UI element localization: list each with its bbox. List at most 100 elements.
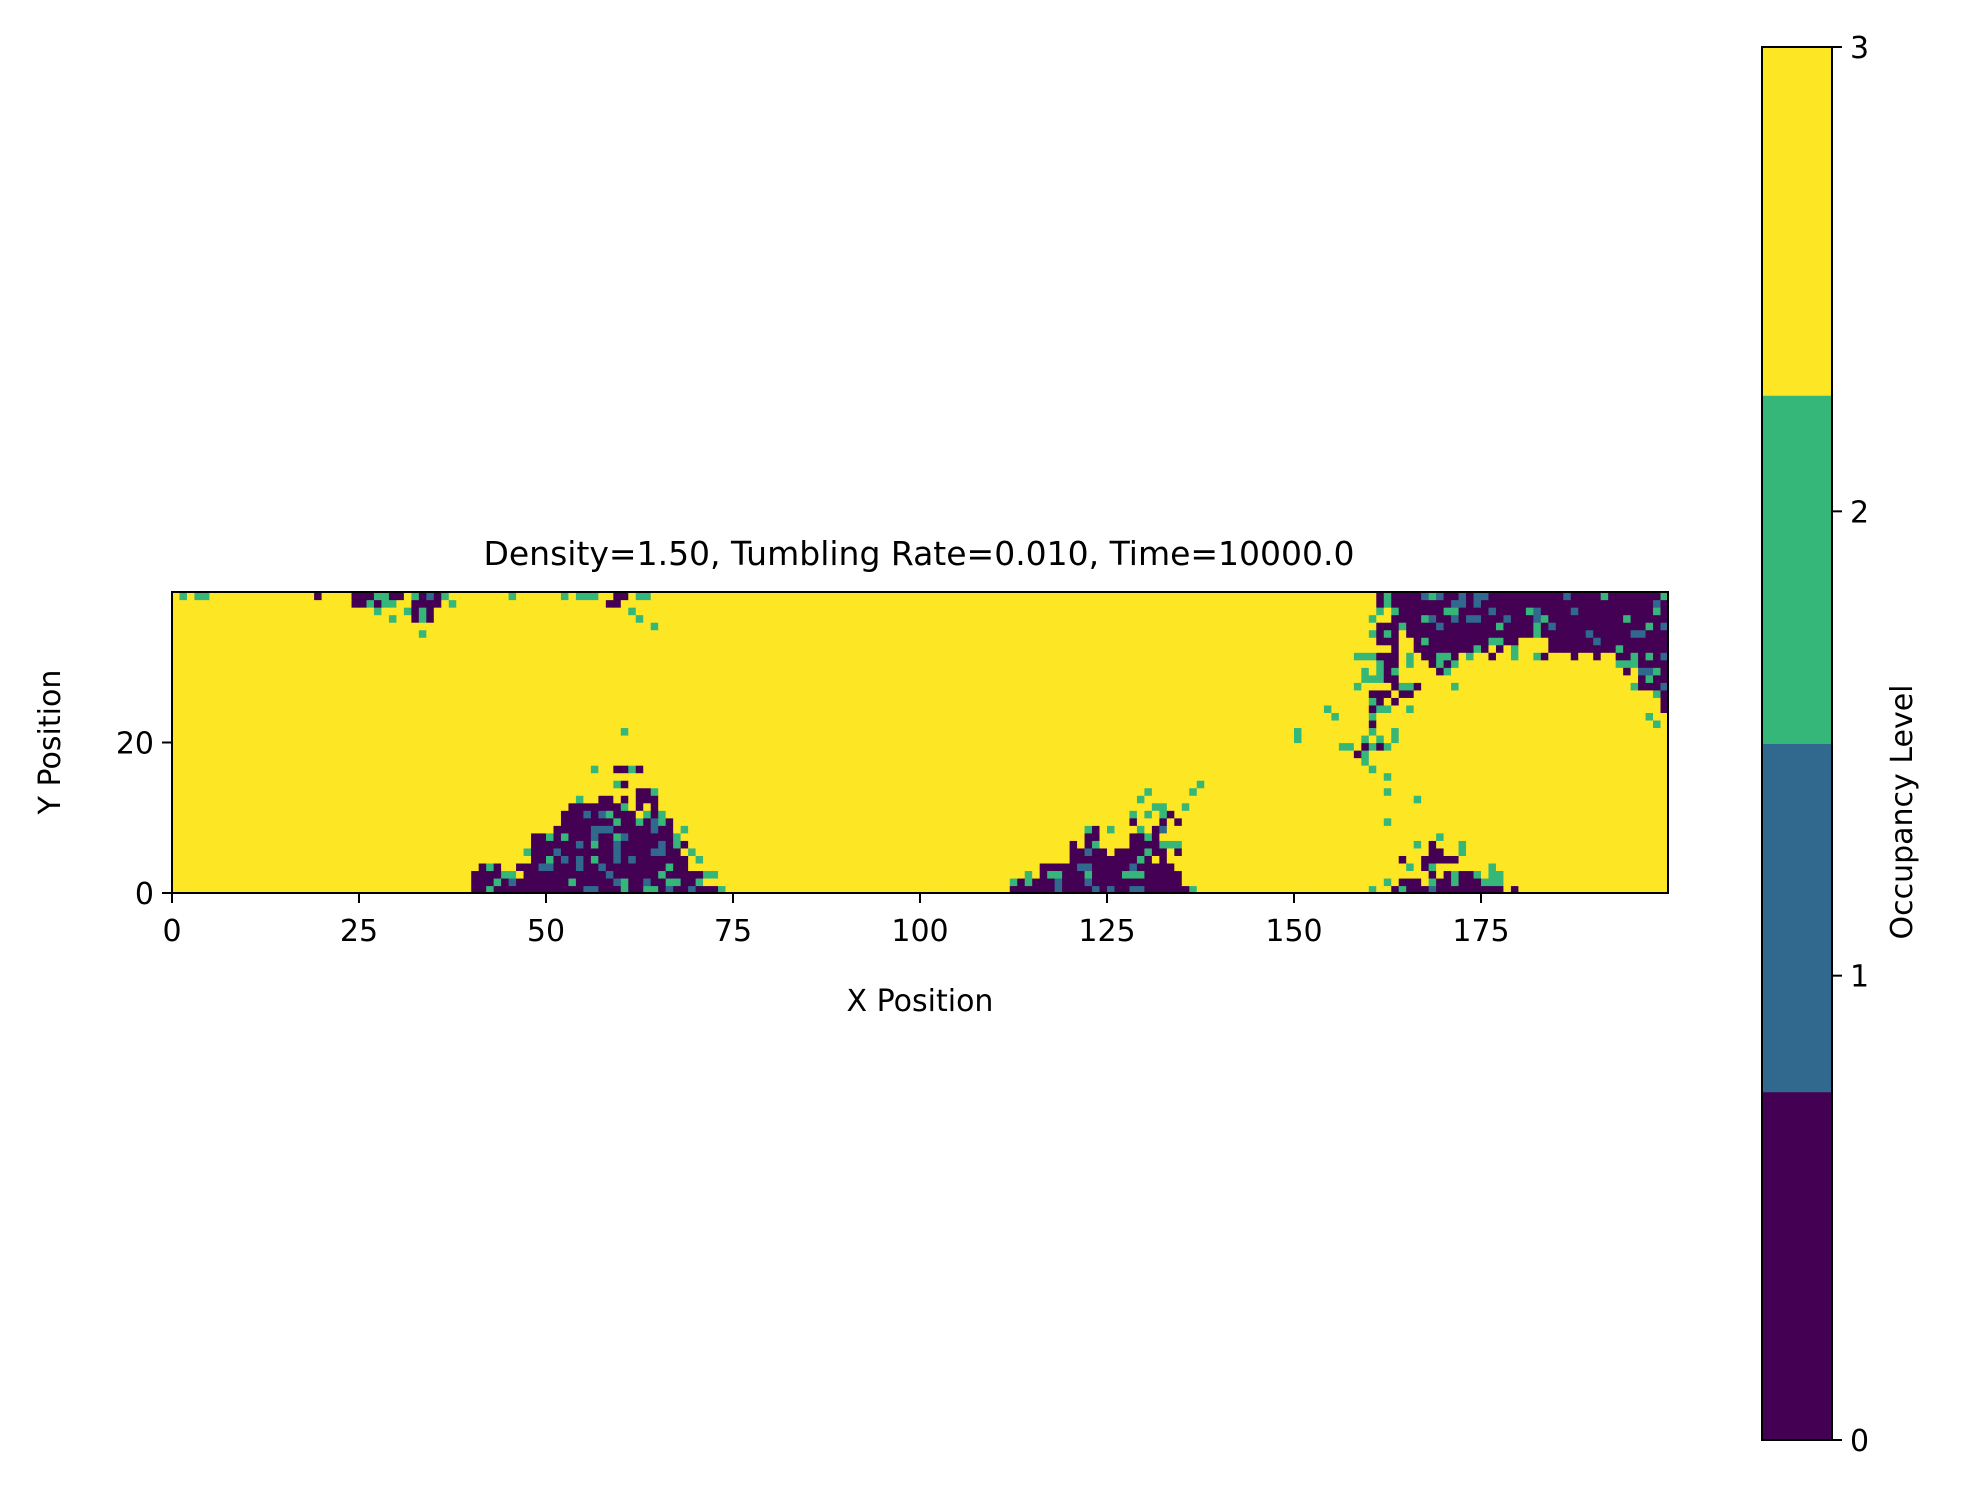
heatmap-cell (493, 870, 502, 879)
heatmap-cell (590, 817, 599, 826)
heatmap-cell (598, 734, 607, 744)
heatmap-cell (1383, 802, 1392, 811)
heatmap-cell (351, 870, 360, 879)
heatmap-cell (1593, 742, 1602, 751)
heatmap-cell (1570, 810, 1579, 819)
heatmap-cell (194, 832, 203, 841)
heatmap-cell (224, 810, 233, 819)
heatmap-cell (501, 727, 510, 736)
heatmap-cell (1069, 870, 1078, 879)
heatmap-cell (1323, 712, 1332, 721)
heatmap-cell (224, 757, 233, 766)
heatmap-cell (725, 817, 734, 826)
heatmap-cell (987, 780, 996, 789)
heatmap-cell (1421, 840, 1430, 849)
heatmap-cell (972, 750, 981, 759)
heatmap-cell (740, 847, 749, 856)
heatmap-cell (718, 840, 727, 849)
heatmap-cell (501, 810, 510, 819)
heatmap-cell (807, 877, 816, 887)
heatmap-cell (845, 855, 854, 864)
heatmap-cell (1077, 742, 1086, 751)
heatmap-cell (987, 802, 996, 811)
heatmap-cell (1189, 862, 1198, 872)
heatmap-cell (433, 840, 442, 849)
heatmap-cell (1219, 780, 1228, 789)
heatmap-cell (1017, 757, 1026, 766)
heatmap-cell (1166, 772, 1175, 781)
heatmap-cell (1159, 877, 1168, 887)
heatmap-cell (493, 704, 502, 714)
heatmap-cell (1376, 787, 1385, 796)
heatmap-cell (1428, 847, 1437, 856)
heatmap-cell (785, 795, 794, 804)
heatmap-cell (934, 750, 944, 759)
heatmap-cell (1361, 795, 1370, 804)
heatmap-cell (665, 802, 674, 811)
heatmap-cell (478, 712, 487, 721)
heatmap-cell (747, 787, 757, 796)
heatmap-cell (403, 840, 412, 849)
heatmap-cell (1548, 825, 1557, 834)
heatmap-cell (1368, 832, 1377, 841)
heatmap-cell (807, 704, 816, 714)
heatmap-cell (964, 750, 973, 759)
heatmap-cell (329, 787, 338, 796)
heatmap-cell (927, 832, 936, 841)
heatmap-cell (1069, 742, 1078, 751)
heatmap-cell (1615, 712, 1624, 721)
heatmap-cell (725, 810, 734, 819)
heatmap-cell (1301, 704, 1310, 714)
heatmap-cell (1062, 787, 1071, 796)
heatmap-cell (1279, 825, 1288, 834)
heatmap-cell (987, 704, 996, 714)
heatmap-cell (777, 877, 786, 887)
heatmap-cell (546, 885, 555, 894)
heatmap-cell (845, 712, 854, 721)
heatmap-cell (1129, 704, 1138, 714)
heatmap-cell (1585, 750, 1594, 759)
heatmap-cell (777, 727, 786, 736)
heatmap-cell (815, 802, 824, 811)
heatmap-cell (1473, 832, 1482, 841)
heatmap-cell (186, 780, 196, 789)
heatmap-cell (366, 795, 375, 804)
heatmap-cell (553, 795, 562, 804)
heatmap-cell (284, 877, 293, 887)
heatmap-cell (665, 780, 674, 789)
heatmap-cell (740, 862, 749, 872)
heatmap-cell (1279, 712, 1288, 721)
heatmap-cell (1234, 802, 1243, 811)
heatmap-cell (179, 847, 188, 856)
heatmap-cell (1054, 742, 1063, 751)
heatmap-cell (792, 750, 801, 759)
heatmap-cell (1144, 712, 1153, 721)
heatmap-cell (411, 825, 420, 834)
heatmap-cell (897, 780, 906, 789)
heatmap-cell (456, 877, 465, 887)
heatmap-cell (867, 840, 876, 849)
heatmap-cell (194, 795, 203, 804)
heatmap-cell (396, 704, 405, 714)
heatmap-cell (949, 802, 958, 811)
heatmap-cell (1443, 810, 1452, 819)
heatmap-cell (1084, 802, 1093, 811)
heatmap-cell (1159, 795, 1168, 804)
heatmap-cell (224, 832, 233, 841)
heatmap-cell (830, 742, 839, 751)
heatmap-cell (426, 795, 435, 804)
heatmap-cell (658, 742, 667, 751)
heatmap-cell (411, 757, 420, 766)
heatmap-cell (688, 772, 697, 781)
heatmap-cell (426, 734, 435, 744)
heatmap-cell (306, 765, 315, 774)
heatmap-cell (560, 727, 570, 736)
heatmap-cell (441, 885, 450, 894)
heatmap-cell (1181, 840, 1190, 849)
heatmap-cell (1264, 847, 1273, 856)
heatmap-cell (1121, 870, 1131, 879)
heatmap-cell (598, 840, 607, 849)
heatmap-cell (1084, 719, 1093, 729)
heatmap-cell (1533, 742, 1542, 751)
heatmap-cell (927, 734, 936, 744)
